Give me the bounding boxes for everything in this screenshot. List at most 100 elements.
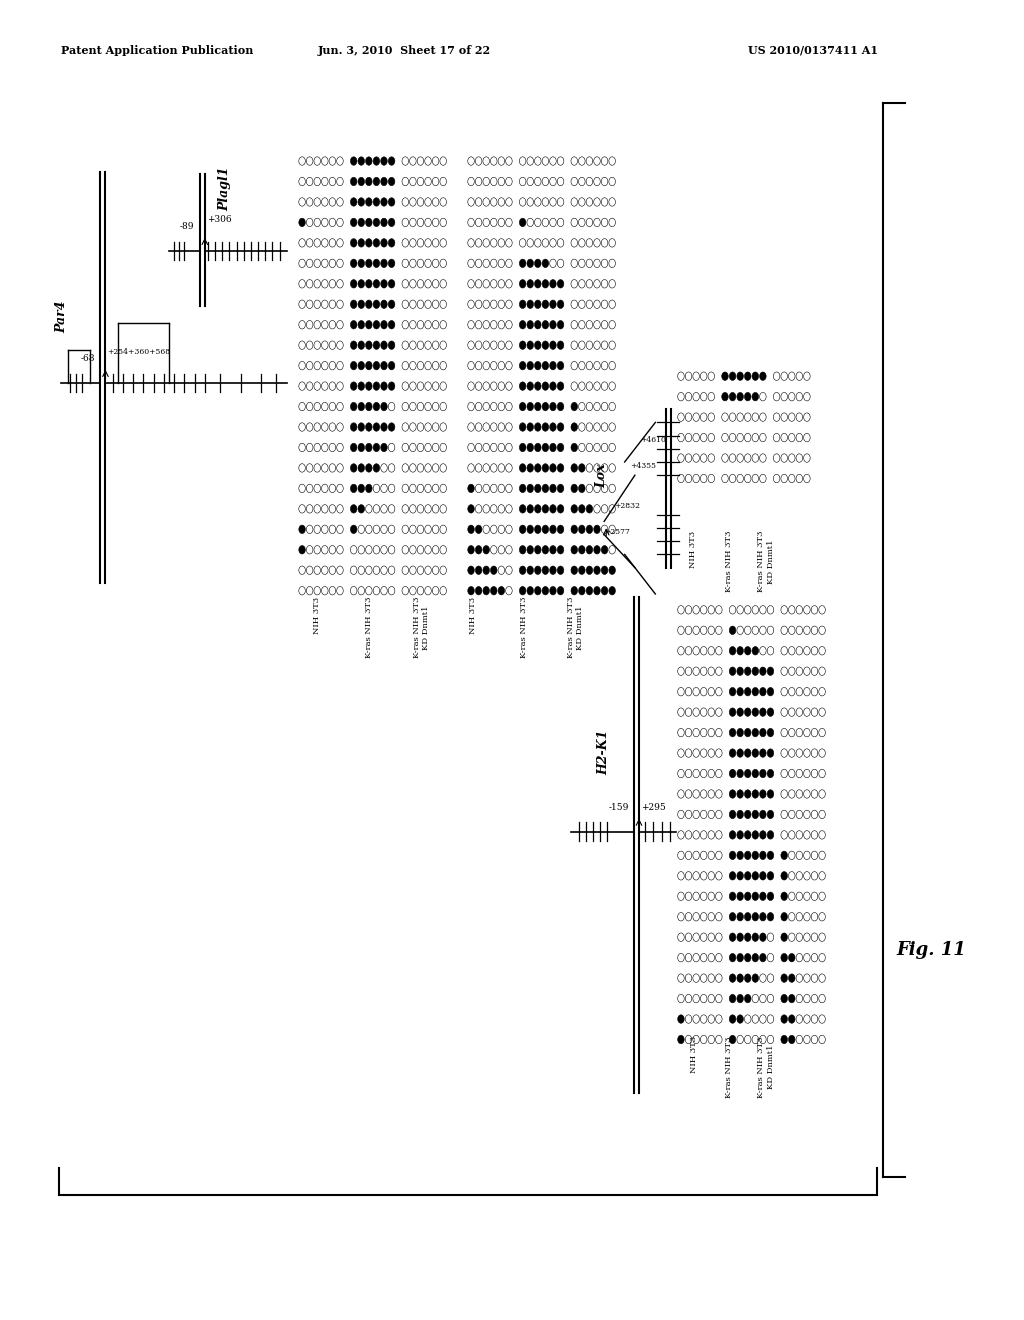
Circle shape: [579, 525, 585, 533]
Circle shape: [468, 484, 474, 492]
Circle shape: [752, 729, 759, 737]
Circle shape: [388, 422, 395, 432]
Circle shape: [358, 504, 365, 513]
Text: K-ras NIH 3T3
KD Dnmt1: K-ras NIH 3T3 KD Dnmt1: [567, 597, 584, 659]
Circle shape: [373, 198, 380, 206]
Circle shape: [760, 933, 766, 941]
Circle shape: [737, 748, 743, 758]
Circle shape: [752, 789, 759, 799]
Circle shape: [557, 321, 564, 329]
Circle shape: [722, 372, 728, 380]
Circle shape: [760, 830, 766, 840]
Circle shape: [373, 177, 380, 186]
Circle shape: [752, 372, 759, 380]
Circle shape: [571, 504, 578, 513]
Circle shape: [350, 463, 357, 473]
Circle shape: [483, 566, 489, 574]
Circle shape: [373, 362, 380, 370]
Circle shape: [366, 341, 372, 350]
Circle shape: [729, 892, 736, 900]
Circle shape: [519, 259, 526, 268]
Circle shape: [519, 422, 526, 432]
Text: NIH 3T3: NIH 3T3: [313, 597, 322, 634]
Circle shape: [350, 504, 357, 513]
Circle shape: [358, 157, 365, 165]
Circle shape: [381, 422, 387, 432]
Circle shape: [519, 504, 526, 513]
Circle shape: [729, 974, 736, 982]
Circle shape: [519, 280, 526, 288]
Circle shape: [767, 729, 774, 737]
Circle shape: [781, 912, 787, 921]
Circle shape: [722, 392, 728, 401]
Text: -68: -68: [81, 354, 95, 363]
Circle shape: [366, 280, 372, 288]
Circle shape: [381, 341, 387, 350]
Circle shape: [737, 729, 743, 737]
Circle shape: [760, 770, 766, 777]
Circle shape: [519, 341, 526, 350]
Circle shape: [542, 545, 549, 554]
Circle shape: [729, 770, 736, 777]
Circle shape: [586, 586, 593, 595]
Circle shape: [729, 871, 736, 880]
Circle shape: [729, 392, 736, 401]
Circle shape: [760, 789, 766, 799]
Text: K-ras NIH 3T3: K-ras NIH 3T3: [365, 597, 373, 659]
Circle shape: [527, 545, 534, 554]
Circle shape: [527, 463, 534, 473]
Circle shape: [744, 830, 751, 840]
Circle shape: [737, 871, 743, 880]
Circle shape: [373, 463, 380, 473]
Circle shape: [557, 525, 564, 533]
Circle shape: [358, 463, 365, 473]
Circle shape: [527, 444, 534, 451]
Circle shape: [366, 321, 372, 329]
Circle shape: [519, 525, 526, 533]
Circle shape: [468, 586, 474, 595]
Circle shape: [527, 300, 534, 309]
Circle shape: [781, 994, 787, 1003]
Circle shape: [737, 667, 743, 676]
Text: Lox: Lox: [596, 463, 608, 487]
Text: K-ras NIH 3T3
KD Dnmt1: K-ras NIH 3T3 KD Dnmt1: [758, 531, 774, 593]
Circle shape: [744, 708, 751, 717]
Circle shape: [557, 504, 564, 513]
Circle shape: [579, 463, 585, 473]
Circle shape: [767, 851, 774, 859]
Circle shape: [498, 586, 505, 595]
Circle shape: [737, 974, 743, 982]
Circle shape: [542, 321, 549, 329]
Text: +295: +295: [641, 803, 666, 812]
Circle shape: [586, 545, 593, 554]
Circle shape: [542, 362, 549, 370]
Text: K-ras NIH 3T3
KD Dnmt1: K-ras NIH 3T3 KD Dnmt1: [758, 1036, 774, 1098]
Circle shape: [737, 789, 743, 799]
Circle shape: [579, 545, 585, 554]
Circle shape: [594, 586, 600, 595]
Circle shape: [350, 177, 357, 186]
Circle shape: [744, 953, 751, 962]
Circle shape: [542, 463, 549, 473]
Circle shape: [535, 444, 541, 451]
Circle shape: [586, 525, 593, 533]
Circle shape: [737, 892, 743, 900]
Circle shape: [557, 484, 564, 492]
Circle shape: [535, 280, 541, 288]
Circle shape: [767, 667, 774, 676]
Circle shape: [350, 198, 357, 206]
Text: +254+360+568: +254+360+568: [108, 348, 171, 356]
Circle shape: [744, 748, 751, 758]
Circle shape: [737, 810, 743, 818]
Circle shape: [752, 974, 759, 982]
Circle shape: [752, 892, 759, 900]
Circle shape: [542, 444, 549, 451]
Circle shape: [760, 729, 766, 737]
Circle shape: [366, 362, 372, 370]
Circle shape: [550, 422, 556, 432]
Circle shape: [350, 381, 357, 391]
Text: NIH 3T3: NIH 3T3: [469, 597, 477, 634]
Circle shape: [388, 218, 395, 227]
Circle shape: [373, 341, 380, 350]
Text: -159: -159: [608, 803, 629, 812]
